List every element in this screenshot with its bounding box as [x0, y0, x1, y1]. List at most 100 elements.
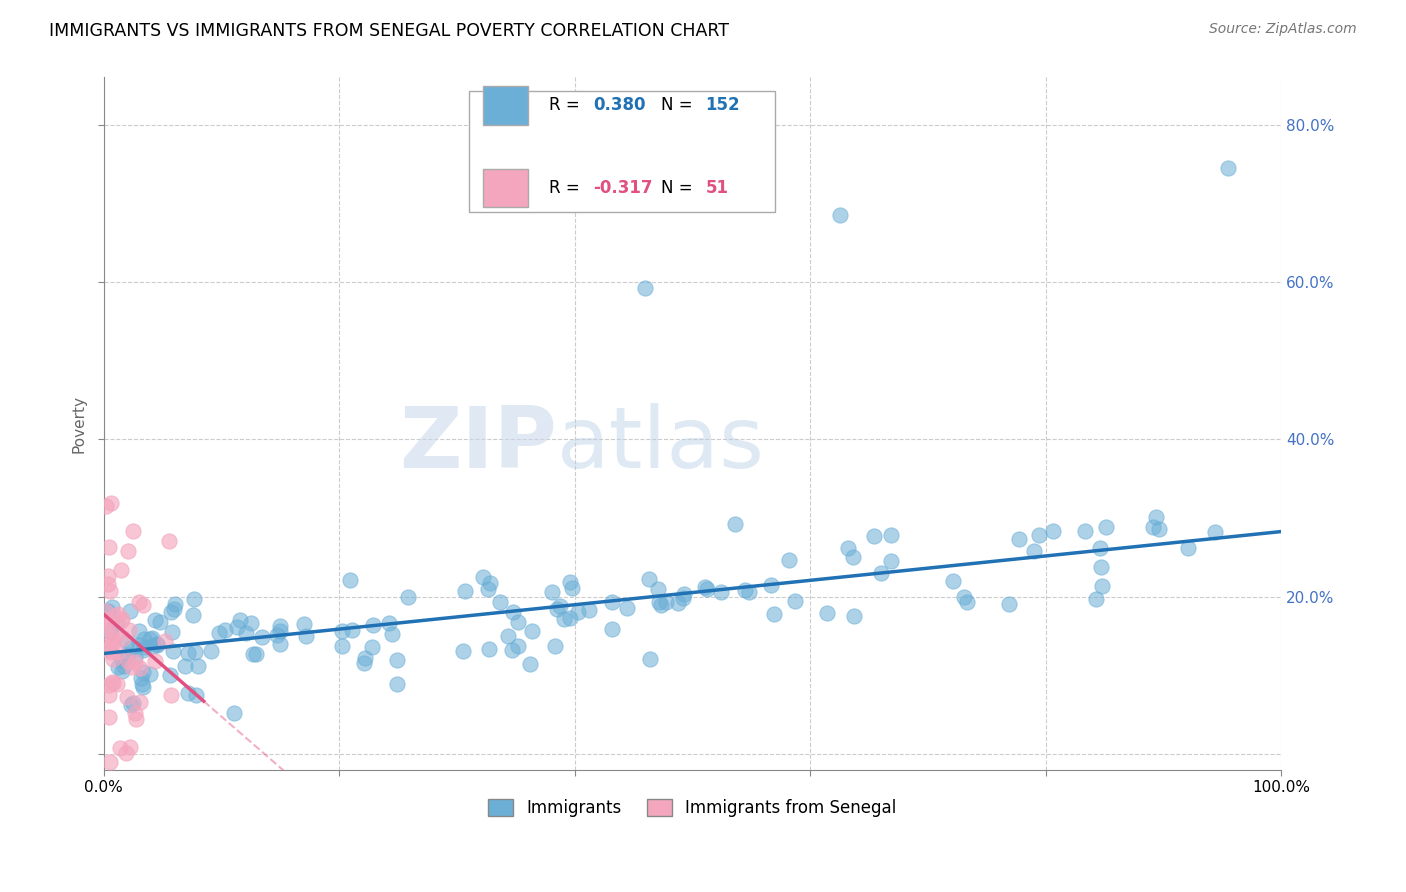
Point [1091, 579, 1114, 593]
Point [96, 618, 118, 632]
Point [546, 601, 568, 615]
Point [97, 710, 120, 724]
Point [111, 612, 134, 626]
Point [380, 627, 402, 641]
Point [1095, 520, 1118, 534]
Text: atlas: atlas [557, 403, 765, 486]
Point [616, 601, 638, 615]
Point [647, 582, 669, 596]
Point [108, 740, 131, 755]
Point [778, 553, 800, 567]
Point [956, 595, 979, 609]
Point [1084, 591, 1107, 606]
Point [235, 626, 257, 640]
Point [128, 639, 150, 653]
FancyBboxPatch shape [482, 87, 527, 125]
Point [174, 659, 197, 673]
Text: R =: R = [548, 96, 585, 114]
Point [157, 534, 180, 549]
Text: N =: N = [661, 179, 697, 197]
Point [292, 616, 315, 631]
Point [97, 605, 120, 619]
Point [815, 607, 838, 621]
Point [387, 676, 409, 690]
Point [520, 624, 543, 638]
Point [1008, 533, 1031, 547]
Point [828, 208, 851, 222]
Point [183, 645, 205, 659]
Text: N =: N = [661, 96, 697, 114]
Point [558, 574, 581, 589]
Point [269, 619, 291, 633]
Point [132, 640, 155, 654]
Point [131, 677, 153, 691]
Point [1088, 541, 1111, 556]
Point [163, 597, 186, 611]
Point [506, 639, 529, 653]
Legend: Immigrants, Immigrants from Senegal: Immigrants, Immigrants from Senegal [482, 792, 903, 824]
Point [107, 660, 129, 674]
Point [100, 625, 122, 640]
FancyBboxPatch shape [482, 169, 527, 207]
Point [101, 599, 124, 614]
Point [761, 578, 783, 592]
Point [117, 543, 139, 558]
Point [159, 668, 181, 682]
Point [124, 655, 146, 669]
Point [228, 614, 250, 628]
Point [101, 676, 124, 690]
Point [502, 606, 524, 620]
Point [862, 529, 884, 543]
Point [548, 599, 571, 613]
Point [118, 740, 141, 755]
Point [110, 563, 132, 577]
Point [567, 605, 589, 619]
Point [785, 593, 807, 607]
Point [131, 671, 153, 685]
Point [124, 706, 146, 720]
Point [100, 645, 122, 659]
Point [240, 615, 263, 630]
Point [98, 584, 121, 599]
Point [141, 631, 163, 645]
Point [101, 674, 124, 689]
Point [242, 648, 264, 662]
Point [506, 615, 529, 629]
Point [1028, 528, 1050, 542]
Text: IMMIGRANTS VS IMMIGRANTS FROM SENEGAL POVERTY CORRELATION CHART: IMMIGRANTS VS IMMIGRANTS FROM SENEGAL PO… [49, 22, 730, 40]
Point [1204, 525, 1226, 540]
Point [124, 712, 146, 726]
Point [737, 585, 759, 599]
Point [132, 680, 155, 694]
Point [1177, 541, 1199, 556]
Point [132, 643, 155, 657]
Point [541, 585, 564, 599]
Text: Source: ZipAtlas.com: Source: ZipAtlas.com [1209, 22, 1357, 37]
Point [544, 639, 567, 653]
Point [139, 666, 162, 681]
Point [561, 582, 583, 596]
Point [132, 665, 155, 679]
Point [763, 607, 786, 622]
Point [841, 549, 863, 564]
Point [640, 651, 662, 665]
Point [98, 755, 121, 769]
Point [1042, 524, 1064, 538]
Point [124, 649, 146, 664]
Point [734, 583, 756, 598]
Point [160, 688, 183, 702]
Point [600, 595, 623, 609]
Point [146, 639, 169, 653]
Point [132, 598, 155, 612]
Point [122, 696, 145, 710]
Point [1144, 509, 1167, 524]
Point [184, 688, 207, 702]
Point [117, 648, 139, 662]
Point [97, 688, 120, 702]
Point [353, 651, 375, 665]
Text: ZIP: ZIP [399, 403, 557, 486]
Point [647, 595, 669, 609]
Point [107, 607, 129, 621]
Point [115, 746, 138, 760]
Point [634, 281, 657, 295]
